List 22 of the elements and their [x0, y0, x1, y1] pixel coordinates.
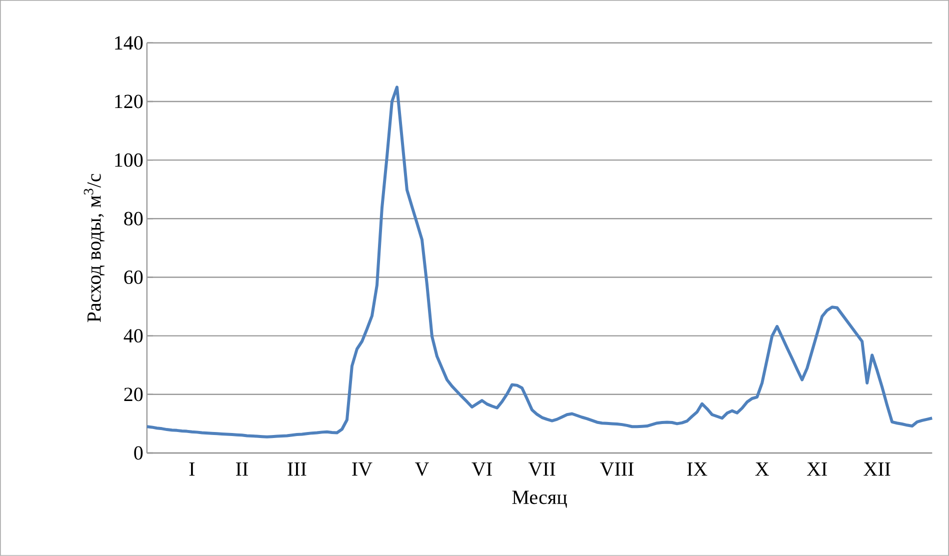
- y-tick-label: 60: [124, 270, 143, 284]
- y-tick-label: 100: [115, 153, 143, 167]
- y-tick-label: 20: [124, 388, 143, 402]
- x-axis-title: Месяц: [512, 490, 567, 508]
- x-tick-label: IX: [687, 462, 708, 476]
- y-axis-title: Расход воды, м$^{3}$/с: [84, 174, 105, 322]
- x-tick-label: XII: [864, 462, 890, 476]
- y-tick-label: 80: [124, 212, 143, 226]
- x-tick-label: VI: [472, 462, 492, 476]
- x-tick-label: I: [189, 462, 195, 476]
- x-tick-label: II: [236, 462, 248, 476]
- x-tick-label: III: [288, 462, 306, 476]
- x-tick-label: IV: [352, 462, 372, 476]
- x-tick-label: X: [755, 462, 769, 476]
- x-tick-label: VIII: [600, 462, 634, 476]
- y-tick-label: 40: [124, 329, 143, 343]
- x-tick-label: XI: [806, 462, 827, 476]
- y-tick-label: 120: [115, 94, 143, 108]
- x-tick-label: VII: [528, 462, 556, 476]
- y-tick-label: 0: [134, 446, 143, 460]
- x-tick-label: V: [414, 462, 429, 476]
- y-tick-label: 140: [115, 36, 143, 50]
